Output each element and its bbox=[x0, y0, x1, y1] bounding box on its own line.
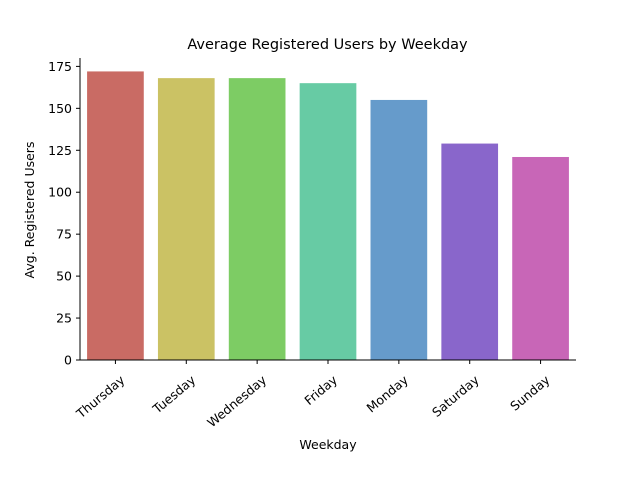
y-tick-label: 50 bbox=[56, 269, 72, 284]
y-tick-label: 150 bbox=[48, 101, 72, 116]
bar-saturday bbox=[441, 143, 499, 360]
y-axis-label: Avg. Registered Users bbox=[22, 142, 37, 279]
y-axis-ticks: 0 25 50 75 100 125 150 175 bbox=[48, 59, 80, 368]
x-tick-label-friday: Friday bbox=[301, 372, 340, 408]
y-tick-label: 175 bbox=[48, 59, 72, 74]
x-tick-label-monday: Monday bbox=[363, 372, 411, 416]
bar-sunday bbox=[512, 156, 569, 360]
y-tick-label: 100 bbox=[48, 185, 72, 200]
bar-tuesday bbox=[157, 78, 215, 360]
y-tick-label: 75 bbox=[56, 227, 72, 242]
bar-wednesday bbox=[228, 78, 286, 360]
y-tick-label: 25 bbox=[56, 311, 72, 326]
bar-thursday bbox=[87, 71, 144, 360]
y-tick-label: 125 bbox=[48, 143, 72, 158]
x-tick-label-saturday: Saturday bbox=[429, 372, 482, 420]
bars-group bbox=[87, 71, 569, 361]
x-tick-label-thursday: Thursday bbox=[73, 372, 128, 422]
x-axis-label: Weekday bbox=[299, 437, 357, 452]
bar-friday bbox=[299, 83, 357, 361]
x-tick-label-sunday: Sunday bbox=[507, 372, 553, 414]
x-tick-label-tuesday: Tuesday bbox=[149, 372, 199, 417]
chart-title: Average Registered Users by Weekday bbox=[187, 37, 468, 53]
x-tick-label-wednesday: Wednesday bbox=[204, 372, 270, 430]
y-tick-label: 0 bbox=[64, 353, 72, 368]
bar-monday bbox=[370, 99, 428, 360]
x-axis-ticks: Thursday Tuesday Wednesday Friday Monday Satu… bbox=[73, 360, 553, 430]
